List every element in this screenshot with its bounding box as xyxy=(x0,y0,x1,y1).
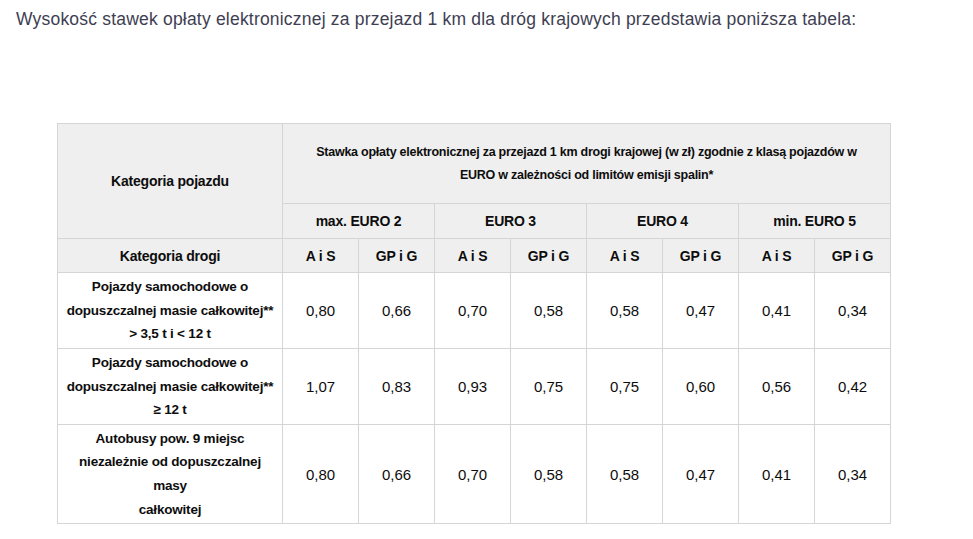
rate-value-cell: 0,41 xyxy=(739,424,815,524)
rate-value-cell: 0,75 xyxy=(587,348,663,424)
rate-value-cell: 0,47 xyxy=(663,273,739,349)
page-title: Wysokość stawek opłaty elektronicznej za… xyxy=(0,0,973,30)
rate-value-cell: 0,47 xyxy=(663,424,739,524)
euro-class-header: min. EURO 5 xyxy=(739,204,891,239)
road-type-header: A i S xyxy=(739,239,815,273)
road-category-row: Kategoria drogi A i S GP i G A i S GP i … xyxy=(58,239,891,273)
road-type-header: A i S xyxy=(283,239,359,273)
rate-header: Stawka opłaty elektronicznej za przejazd… xyxy=(283,124,891,204)
road-type-header: GP i G xyxy=(815,239,891,273)
rate-value-cell: 0,60 xyxy=(663,348,739,424)
road-type-header: GP i G xyxy=(359,239,435,273)
vehicle-category-cell: Autobusy pow. 9 miejsc niezależnie od do… xyxy=(58,424,283,524)
rate-value-cell: 0,70 xyxy=(435,424,511,524)
table-row: Pojazdy samochodowe o dopuszczalnej masi… xyxy=(58,273,891,349)
road-category-header: Kategoria drogi xyxy=(58,239,283,273)
vehicle-category-header: Kategoria pojazdu xyxy=(58,124,283,239)
rate-value-cell: 0,75 xyxy=(511,348,587,424)
table-row: Pojazdy samochodowe o dopuszczalnej masi… xyxy=(58,348,891,424)
rate-value-cell: 0,41 xyxy=(739,273,815,349)
rate-value-cell: 0,80 xyxy=(283,273,359,349)
rate-value-cell: 0,83 xyxy=(359,348,435,424)
road-type-header: A i S xyxy=(435,239,511,273)
rate-value-cell: 0,58 xyxy=(511,424,587,524)
rate-value-cell: 0,66 xyxy=(359,273,435,349)
table-row: Autobusy pow. 9 miejsc niezależnie od do… xyxy=(58,424,891,524)
road-type-header: GP i G xyxy=(663,239,739,273)
rate-value-cell: 0,80 xyxy=(283,424,359,524)
rate-value-cell: 0,58 xyxy=(587,424,663,524)
euro-class-header: max. EURO 2 xyxy=(283,204,435,239)
table-header-row: Kategoria pojazdu Stawka opłaty elektron… xyxy=(58,124,891,204)
rate-value-cell: 0,93 xyxy=(435,348,511,424)
vehicle-category-cell: Pojazdy samochodowe o dopuszczalnej masi… xyxy=(58,273,283,349)
euro-class-header: EURO 3 xyxy=(435,204,587,239)
rate-value-cell: 0,42 xyxy=(815,348,891,424)
rate-value-cell: 0,56 xyxy=(739,348,815,424)
rate-value-cell: 0,58 xyxy=(587,273,663,349)
rate-value-cell: 0,58 xyxy=(511,273,587,349)
road-type-header: GP i G xyxy=(511,239,587,273)
rate-value-cell: 1,07 xyxy=(283,348,359,424)
euro-class-header: EURO 4 xyxy=(587,204,739,239)
toll-rates-table: Kategoria pojazdu Stawka opłaty elektron… xyxy=(57,123,891,524)
rate-value-cell: 0,66 xyxy=(359,424,435,524)
rate-value-cell: 0,34 xyxy=(815,273,891,349)
road-type-header: A i S xyxy=(587,239,663,273)
rate-value-cell: 0,34 xyxy=(815,424,891,524)
vehicle-category-cell: Pojazdy samochodowe o dopuszczalnej masi… xyxy=(58,348,283,424)
rate-value-cell: 0,70 xyxy=(435,273,511,349)
